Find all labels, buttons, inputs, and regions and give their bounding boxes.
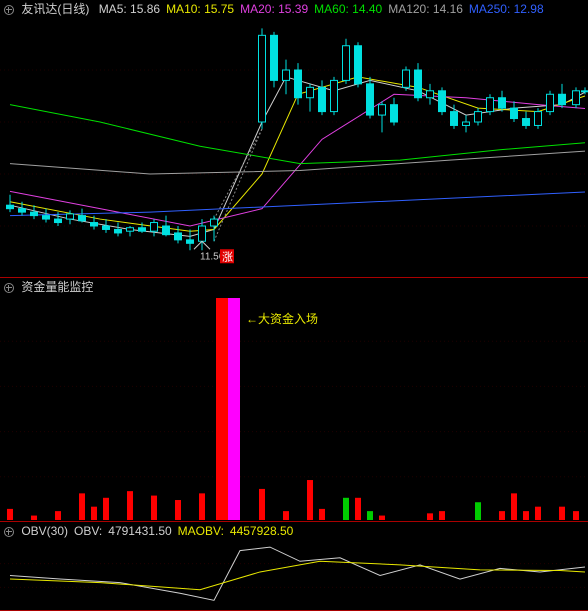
ma-label: MA5: 15.86 [99,0,160,18]
svg-text:涨: 涨 [222,250,233,263]
volume-panel: 资金量能监控 ←大资金入场 [0,278,588,522]
volume-chart[interactable]: ←大资金入场 [0,296,588,522]
obv-label: 4457928.50 [230,522,293,540]
obv-label: 4791431.50 [108,522,171,540]
expand-icon[interactable] [4,527,14,537]
price-header: 友讯达(日线) MA5: 15.86 MA10: 15.75 MA20: 15.39… [0,0,588,18]
expand-icon[interactable] [4,283,14,293]
obv-label: OBV(30) [21,522,68,540]
stock-title: 友讯达(日线) [21,0,89,18]
obv-label: MAOBV: [178,522,224,540]
obv-label: OBV: [74,522,102,540]
ma-label: MA120: 14.16 [388,0,463,18]
expand-icon[interactable] [4,5,14,15]
ma-label: MA20: 15.39 [240,0,308,18]
obv-header: OBV(30) OBV: 4791431.50 MAOBV: 4457928.50 [0,522,588,540]
volume-header: 资金量能监控 [0,278,588,296]
svg-text:←大资金入场: ←大资金入场 [246,311,318,326]
obv-chart[interactable] [0,540,588,611]
ma-label: MA60: 14.40 [314,0,382,18]
ma-label: MA10: 15.75 [166,0,234,18]
candlestick-chart[interactable]: 11.56涨 [0,18,588,278]
ma-label: MA250: 12.98 [469,0,544,18]
volume-title: 资金量能监控 [21,278,93,296]
price-panel: 友讯达(日线) MA5: 15.86 MA10: 15.75 MA20: 15.39… [0,0,588,278]
obv-panel: OBV(30) OBV: 4791431.50 MAOBV: 4457928.50 [0,522,588,611]
